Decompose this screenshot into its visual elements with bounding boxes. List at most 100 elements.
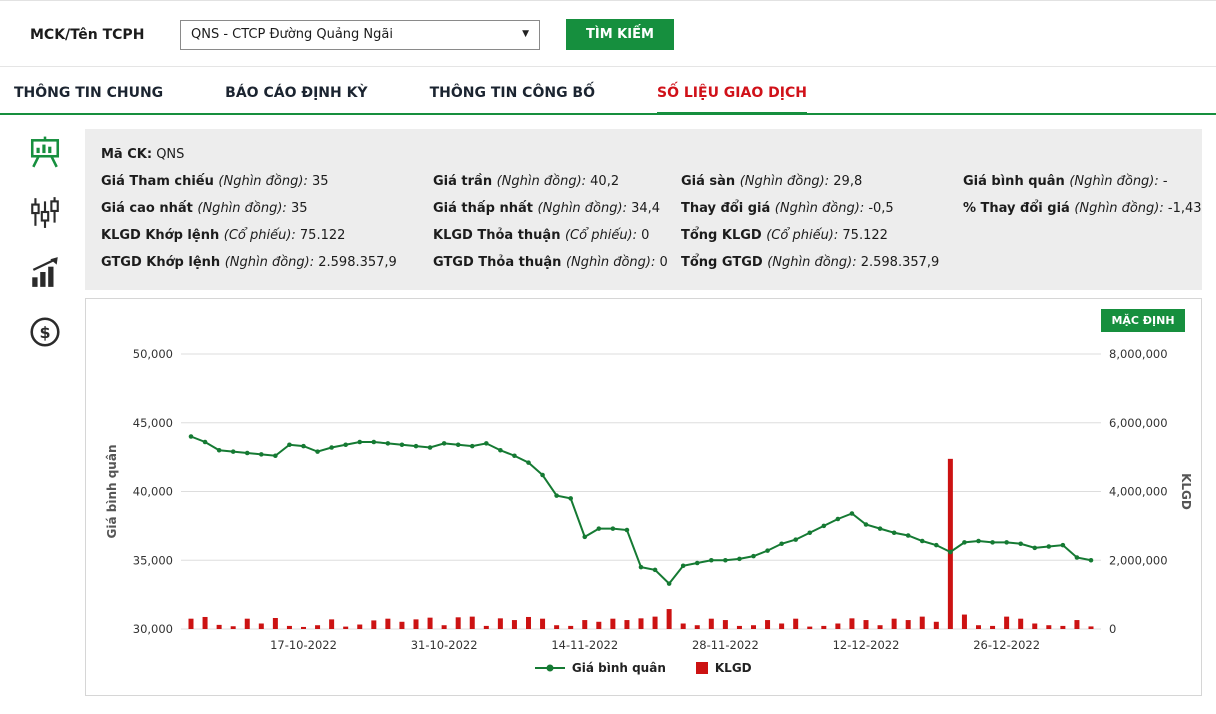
legend-item-klgd[interactable]: KLGD — [695, 661, 752, 675]
tab-thong-tin-chung[interactable]: THÔNG TIN CHUNG — [14, 85, 164, 101]
svg-text:8,000,000: 8,000,000 — [1109, 347, 1168, 361]
info-value: 40,2 — [586, 174, 620, 189]
info-cell — [963, 222, 1202, 249]
svg-text:2,000,000: 2,000,000 — [1109, 553, 1168, 567]
info-label: Tổng GTGD — [681, 255, 768, 270]
bar-chart-icon[interactable] — [28, 255, 62, 289]
info-cell: Giá trần (Nghìn đồng): 40,2 — [433, 168, 681, 195]
stock-info-panel: Mã CK: QNS Giá Tham chiếu (Nghìn đồng): 3… — [85, 129, 1202, 290]
info-cell: GTGD Thỏa thuận (Nghìn đồng): 0 — [433, 249, 681, 276]
info-label: % Thay đổi giá — [963, 201, 1075, 216]
svg-text:17-10-2022: 17-10-2022 — [270, 638, 337, 652]
info-value: 35 — [286, 201, 308, 216]
info-value: 2.598.357,9 — [856, 255, 940, 270]
info-unit: (Cổ phiếu): — [223, 228, 296, 243]
legend-item-price[interactable]: Giá bình quân — [534, 661, 666, 675]
svg-text:12-12-2022: 12-12-2022 — [833, 638, 900, 652]
info-label: Giá sàn — [681, 174, 740, 189]
info-label: Giá cao nhất — [101, 201, 198, 216]
stock-info-grid: Mã CK: QNS Giá Tham chiếu (Nghìn đồng): 3… — [101, 141, 1202, 276]
search-bar: MCK/Tên TCPH QNS - CTCP Đường Quảng Ngãi… — [0, 1, 1216, 67]
left-axis-title: Giá bình quân — [105, 445, 119, 539]
search-button[interactable]: TÌM KIẾM — [566, 19, 674, 50]
info-label: Giá Tham chiếu — [101, 174, 219, 189]
info-unit: (Cổ phiếu): — [766, 228, 839, 243]
info-cell: Thay đổi giá (Nghìn đồng): -0,5 — [681, 195, 963, 222]
info-value: 35 — [307, 174, 329, 189]
tab-thong-tin-cong-bo[interactable]: THÔNG TIN CÔNG BỐ — [429, 85, 596, 101]
info-label: Mã CK: — [101, 147, 153, 162]
info-label: KLGD Thỏa thuận — [433, 228, 565, 243]
chart-panel: MẶC ĐỊNH 30,000 35,000 40,000 45,000 50,000 0… — [85, 298, 1202, 696]
info-cell: GTGD Khớp lệnh (Nghìn đồng): 2.598.357,9 — [101, 249, 433, 276]
info-unit: (Nghìn đồng): — [774, 201, 865, 216]
content-area: Mã CK: QNS Giá Tham chiếu (Nghìn đồng): 3… — [85, 129, 1202, 696]
svg-text:35,000: 35,000 — [133, 553, 173, 567]
info-unit: (Nghìn đồng): — [767, 255, 857, 270]
svg-text:31-10-2022: 31-10-2022 — [411, 638, 478, 652]
main-area: $ Mã CK: QNS Giá Tham chiếu (Nghìn đồng):… — [0, 129, 1216, 696]
ticker-select-label: MCK/Tên TCPH — [30, 26, 145, 43]
legend-label-klgd: KLGD — [714, 661, 752, 675]
svg-text:26-12-2022: 26-12-2022 — [973, 638, 1040, 652]
info-unit: (Nghìn đồng): — [739, 174, 830, 189]
info-unit: (Nghìn đồng): — [197, 201, 287, 216]
svg-text:40,000: 40,000 — [133, 485, 173, 499]
info-label: Giá thấp nhất — [433, 201, 538, 216]
price-volume-chart: 30,000 35,000 40,000 45,000 50,000 0 2,000,000… — [105, 347, 1192, 652]
info-unit: (Nghìn đồng): — [496, 174, 587, 189]
axis-tick-labels: 30,000 35,000 40,000 45,000 50,000 0 2,000,000… — [133, 347, 1168, 652]
info-value: - — [1158, 174, 1168, 189]
info-value: 29,8 — [829, 174, 863, 189]
info-value: QNS — [156, 147, 185, 162]
info-unit: (Nghìn đồng): — [1074, 201, 1164, 216]
presentation-chart-icon[interactable] — [28, 135, 62, 169]
info-value: 0 — [655, 255, 668, 270]
info-cell: Giá Tham chiếu (Nghìn đồng): 35 — [101, 168, 433, 195]
info-unit: (Cổ phiếu): — [564, 228, 638, 243]
chart-legend: Giá bình quân KLGD — [86, 661, 1201, 675]
info-label: Tổng KLGD — [681, 228, 767, 243]
right-axis-title: KLGD — [1179, 473, 1192, 510]
info-cell: % Thay đổi giá (Nghìn đồng): -1,43 — [963, 195, 1202, 222]
svg-text:$: $ — [39, 323, 50, 342]
info-unit: (Nghìn đồng): — [224, 255, 315, 270]
info-cell: Giá bình quân (Nghìn đồng): - — [963, 168, 1202, 195]
info-cell: Giá sàn (Nghìn đồng): 29,8 — [681, 168, 963, 195]
svg-text:50,000: 50,000 — [133, 347, 173, 361]
sidebar: $ — [0, 129, 85, 696]
legend-line-icon — [534, 664, 565, 672]
info-value: 2.598.357,9 — [314, 255, 397, 270]
info-cell — [963, 249, 1202, 276]
tab-so-lieu-giao-dich[interactable]: SỐ LIỆU GIAO DỊCH — [657, 75, 807, 115]
dollar-icon[interactable]: $ — [28, 315, 62, 349]
legend-label-price: Giá bình quân — [571, 661, 666, 675]
info-unit: (Nghìn đồng): — [537, 201, 627, 216]
gridlines — [181, 353, 1101, 630]
info-cell: KLGD Thỏa thuận (Cổ phiếu): 0 — [433, 222, 681, 249]
info-value: -1,43 — [1163, 201, 1202, 216]
klgd-bars — [188, 458, 1094, 629]
info-unit: (Nghìn đồng): — [1069, 174, 1159, 189]
svg-text:30,000: 30,000 — [133, 622, 173, 636]
info-label: Giá bình quân — [963, 174, 1070, 189]
ticker-select[interactable]: QNS - CTCP Đường Quảng Ngãi — [180, 19, 540, 50]
info-label: Giá trần — [433, 174, 497, 189]
svg-text:0: 0 — [1109, 622, 1116, 636]
ticker-code-row: Mã CK: QNS — [101, 141, 1202, 168]
info-cell: Tổng GTGD (Nghìn đồng): 2.598.357,9 — [681, 249, 963, 276]
info-value: 75.122 — [838, 228, 888, 243]
candlestick-chart-icon[interactable] — [28, 195, 62, 229]
svg-text:14-11-2022: 14-11-2022 — [551, 638, 618, 652]
info-value: 75.122 — [295, 228, 346, 243]
tab-bar: THÔNG TIN CHUNG BÁO CÁO ĐỊNH KỲ THÔNG TIN … — [0, 75, 1216, 115]
info-label: GTGD Thỏa thuận — [433, 255, 566, 270]
info-cell: Tổng KLGD (Cổ phiếu): 75.122 — [681, 222, 963, 249]
info-cell: KLGD Khớp lệnh (Cổ phiếu): 75.122 — [101, 222, 433, 249]
info-label: KLGD Khớp lệnh — [101, 228, 224, 243]
info-value: 0 — [637, 228, 650, 243]
default-view-button[interactable]: MẶC ĐỊNH — [1101, 309, 1185, 332]
info-unit: (Nghìn đồng): — [218, 174, 308, 189]
legend-square-icon — [695, 662, 708, 674]
tab-bao-cao-dinh-ky[interactable]: BÁO CÁO ĐỊNH KỲ — [225, 85, 368, 101]
